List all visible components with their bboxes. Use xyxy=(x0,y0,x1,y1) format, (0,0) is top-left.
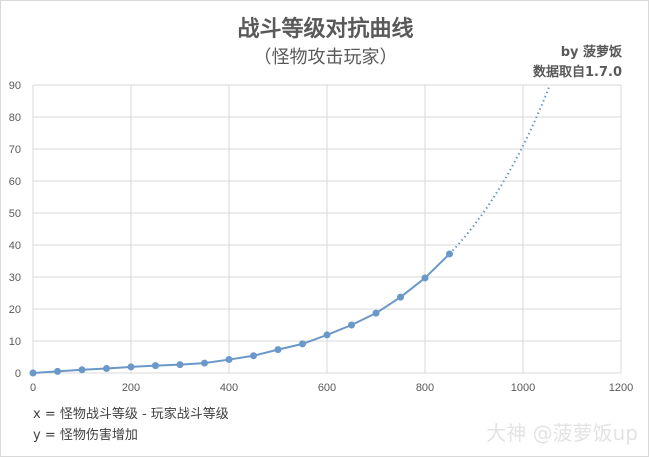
y-tick-label: 40 xyxy=(9,240,21,252)
data-point xyxy=(54,367,61,375)
y-tick-label: 20 xyxy=(9,304,21,316)
watermark: 大神 @菠萝饭up xyxy=(486,421,638,445)
data-point xyxy=(274,346,282,354)
chart-subtitle: （怪物攻击玩家） xyxy=(253,47,398,68)
y-definition-note: y = 怪物伤害增加 xyxy=(33,428,138,443)
data-point xyxy=(421,274,429,282)
data-point xyxy=(78,366,86,374)
data-point xyxy=(103,365,110,373)
x-tick-label: 400 xyxy=(220,382,238,394)
data-point xyxy=(250,352,257,360)
data-point xyxy=(201,359,208,367)
data-point xyxy=(152,362,159,370)
data-point xyxy=(348,321,355,329)
data-point xyxy=(397,293,404,301)
x-definition-note: x = 怪物战斗等级 - 玩家战斗等级 xyxy=(33,407,229,422)
x-tick-label: 800 xyxy=(416,382,434,394)
data-point xyxy=(176,361,184,369)
data-point xyxy=(372,309,380,317)
data-point xyxy=(127,363,135,371)
x-tick-label: 600 xyxy=(318,382,336,394)
series-line xyxy=(32,253,451,374)
trendline xyxy=(448,84,551,255)
data-point xyxy=(299,340,306,348)
data-point xyxy=(323,331,331,339)
x-tick-label: 1200 xyxy=(609,382,633,394)
y-tick-label: 80 xyxy=(9,112,21,124)
y-tick-label: 10 xyxy=(9,336,21,348)
y-tick-label: 70 xyxy=(9,144,21,156)
y-tick-label: 50 xyxy=(9,208,21,220)
credit-version: 数据取自1.7.0 xyxy=(532,65,622,80)
x-tick-label: 200 xyxy=(122,382,140,394)
y-tick-label: 0 xyxy=(15,368,21,380)
data-point xyxy=(225,356,233,364)
x-tick-label: 0 xyxy=(30,382,36,394)
chart-title: 战斗等级对抗曲线 xyxy=(237,17,414,42)
y-tick-label: 60 xyxy=(9,176,21,188)
credit-author: by 菠萝饭 xyxy=(560,45,622,60)
y-tick-label: 90 xyxy=(9,80,21,92)
y-tick-label: 30 xyxy=(9,272,21,284)
data-point xyxy=(446,250,453,258)
x-tick-label: 1000 xyxy=(511,382,535,394)
data-point xyxy=(29,369,37,377)
